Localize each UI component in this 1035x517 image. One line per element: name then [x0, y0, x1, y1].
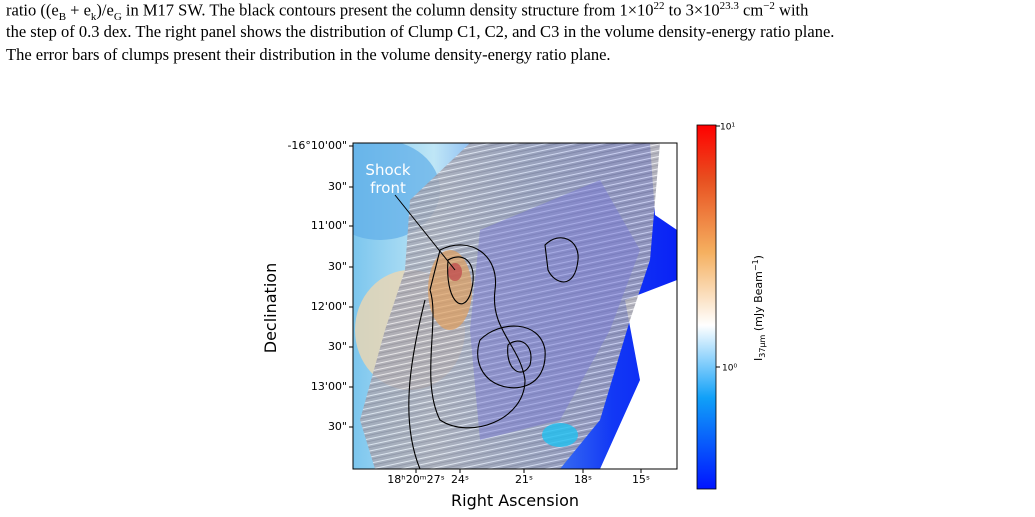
y-tick-label: 30" — [328, 340, 347, 353]
x-tick-label: 18ʰ20ᵐ27ˢ — [387, 473, 444, 486]
y-tick-label: 12'00" — [311, 300, 347, 313]
y-ticks: -16°10'00" 30" 11'00" 30" 12'00" 30" 13'00" 30" — [287, 139, 353, 433]
y-axis-title: Declination — [261, 263, 280, 353]
x-tick-label: 21ˢ — [515, 473, 533, 486]
y-tick-label: 13'00" — [311, 380, 347, 393]
y-tick-label: 11'00" — [311, 219, 347, 232]
text: The error bars of clumps present their d… — [6, 45, 611, 64]
y-tick-label: 30" — [328, 180, 347, 193]
text: with — [774, 0, 809, 20]
map-image — [353, 143, 677, 469]
text: I — [752, 358, 765, 361]
x-tick-label: 15ˢ — [632, 473, 650, 486]
text: to 3×10 — [664, 0, 720, 20]
text: 37μm — [758, 334, 767, 357]
text: 22 — [653, 0, 665, 12]
y-tick-label: -16°10'00" — [287, 139, 347, 152]
text: ) — [752, 255, 765, 259]
x-tick-label: 18ˢ — [574, 473, 592, 486]
text: 23.3 — [719, 0, 739, 12]
text: in M17 SW. The black contours present th… — [121, 0, 654, 20]
y-tick-label: 30" — [328, 260, 347, 273]
text: + e — [66, 0, 91, 20]
text: cm — [738, 0, 764, 20]
text: ratio ((e — [6, 0, 59, 20]
annotation: front — [370, 179, 406, 197]
annotation: Shock — [365, 161, 410, 179]
text: B — [58, 10, 67, 23]
x-ticks: 18ʰ20ᵐ27ˢ 24ˢ 21ˢ 18ˢ 15ˢ — [387, 469, 650, 486]
text: G — [113, 10, 122, 23]
text: −2 — [763, 0, 775, 12]
y-tick-label: 30" — [328, 420, 347, 433]
colorbar-tick: 10⁰ — [722, 364, 737, 374]
x-axis-title: Right Ascension — [451, 491, 579, 510]
text: (mJy Beam — [752, 271, 765, 335]
panel-frame — [352, 142, 678, 470]
text: −1 — [751, 259, 760, 271]
text: k — [90, 10, 97, 23]
colorbar — [696, 124, 717, 490]
caption-line: the step of 0.3 dex. The right panel sho… — [6, 22, 834, 42]
caption-line: ratio ((eB + ek)/eG in M17 SW. The black… — [6, 0, 808, 23]
text: )/e — [96, 0, 114, 20]
colorbar-tick: 10¹ — [720, 123, 735, 133]
text: the step of 0.3 dex. The right panel sho… — [6, 22, 835, 41]
x-tick-label: 24ˢ — [451, 473, 469, 486]
colorbar-label: I37μm (mJy Beam−1) — [751, 255, 767, 361]
caption-line: The error bars of clumps present their d… — [6, 45, 611, 65]
